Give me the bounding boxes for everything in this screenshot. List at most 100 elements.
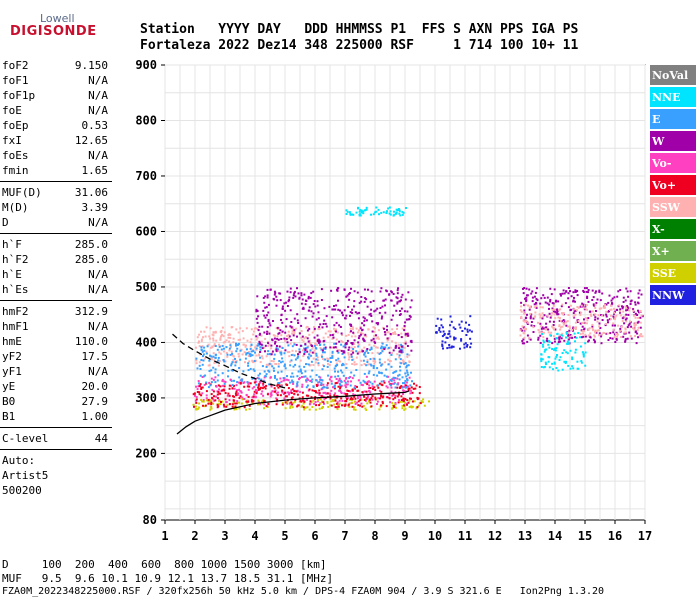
echo-point — [312, 290, 315, 293]
echo-point — [360, 300, 363, 303]
echo-point — [461, 330, 464, 332]
echo-point — [581, 330, 584, 333]
echo-point — [363, 339, 366, 342]
echo-point — [245, 400, 248, 403]
echo-point — [627, 313, 630, 316]
echo-point — [530, 321, 533, 323]
echo-point — [582, 355, 585, 358]
echo-point — [396, 302, 399, 305]
echo-point — [275, 392, 278, 395]
echo-point — [350, 353, 353, 356]
echo-point — [335, 364, 338, 367]
echo-point — [344, 384, 347, 387]
echo-point — [250, 343, 253, 346]
echo-point — [214, 368, 217, 371]
echo-point — [268, 383, 271, 386]
echo-point — [200, 349, 203, 351]
echo-point — [330, 389, 333, 392]
echo-point — [345, 377, 348, 379]
echo-point — [235, 384, 238, 387]
echo-point — [281, 360, 284, 363]
echo-point — [363, 351, 366, 354]
echo-point — [306, 363, 309, 365]
echo-point — [306, 406, 309, 409]
param-name: foF1 — [2, 74, 29, 87]
echo-point — [569, 367, 572, 370]
echo-point — [386, 331, 389, 334]
echo-point — [566, 352, 569, 355]
echo-point — [315, 383, 318, 386]
echo-point — [584, 333, 587, 336]
y-tick-label: 300 — [135, 391, 157, 405]
echo-point — [294, 295, 297, 298]
echo-point — [528, 308, 531, 311]
echo-point — [559, 317, 561, 320]
echo-point — [568, 341, 571, 344]
echo-point — [256, 321, 259, 324]
echo-point — [349, 327, 352, 330]
echo-point — [220, 335, 222, 338]
echo-point — [393, 210, 395, 213]
echo-point — [331, 399, 334, 401]
echo-point — [230, 346, 232, 348]
echo-point — [357, 207, 359, 210]
echo-point — [380, 372, 383, 375]
echo-point — [276, 383, 279, 386]
echo-point — [382, 395, 385, 398]
echo-point — [332, 400, 335, 403]
echo-point — [208, 400, 211, 402]
echo-point — [236, 381, 239, 384]
echo-point — [295, 343, 298, 346]
echo-point — [591, 327, 594, 330]
echo-point — [403, 329, 406, 332]
echo-point — [245, 393, 248, 396]
echo-point — [611, 337, 614, 340]
echo-point — [257, 315, 260, 318]
echo-point — [390, 390, 393, 393]
echo-point — [290, 339, 293, 342]
echo-point — [620, 336, 623, 338]
echo-point — [572, 326, 575, 329]
param-row: D N/A — [0, 215, 112, 230]
echo-point — [197, 382, 200, 385]
echo-point — [208, 381, 211, 384]
echo-point — [239, 349, 242, 352]
echo-point — [290, 392, 293, 394]
echo-point — [384, 298, 387, 301]
echo-point — [272, 334, 275, 337]
echo-point — [570, 335, 573, 337]
param-name: C-level — [2, 432, 49, 445]
echo-region-high-cluster — [519, 287, 644, 345]
echo-point — [400, 362, 403, 365]
echo-point — [338, 399, 341, 402]
echo-point — [308, 403, 311, 406]
echo-point — [563, 323, 566, 326]
legend-label: NoVal — [652, 69, 688, 82]
echo-point — [405, 375, 408, 378]
echo-point — [305, 363, 307, 366]
echo-point — [353, 406, 356, 409]
echo-point — [313, 326, 315, 329]
echo-point — [240, 402, 243, 405]
echo-point — [223, 331, 226, 334]
echo-point — [353, 374, 356, 377]
echo-point — [561, 334, 564, 337]
echo-point — [589, 310, 592, 313]
echo-point — [334, 406, 337, 409]
echo-point — [287, 333, 290, 336]
echo-point — [363, 353, 366, 356]
echo-point — [380, 363, 383, 366]
echo-point — [321, 386, 324, 389]
echo-point — [203, 346, 206, 349]
echo-point — [612, 331, 615, 334]
echo-point — [380, 380, 383, 383]
echo-point — [273, 387, 276, 390]
echo-point — [529, 338, 532, 341]
echo-point — [208, 364, 211, 367]
echo-point — [401, 210, 404, 213]
echo-point — [333, 342, 336, 345]
echo-point — [633, 314, 636, 317]
echo-point — [233, 408, 236, 411]
echo-point — [628, 322, 631, 325]
echo-point — [558, 359, 561, 361]
